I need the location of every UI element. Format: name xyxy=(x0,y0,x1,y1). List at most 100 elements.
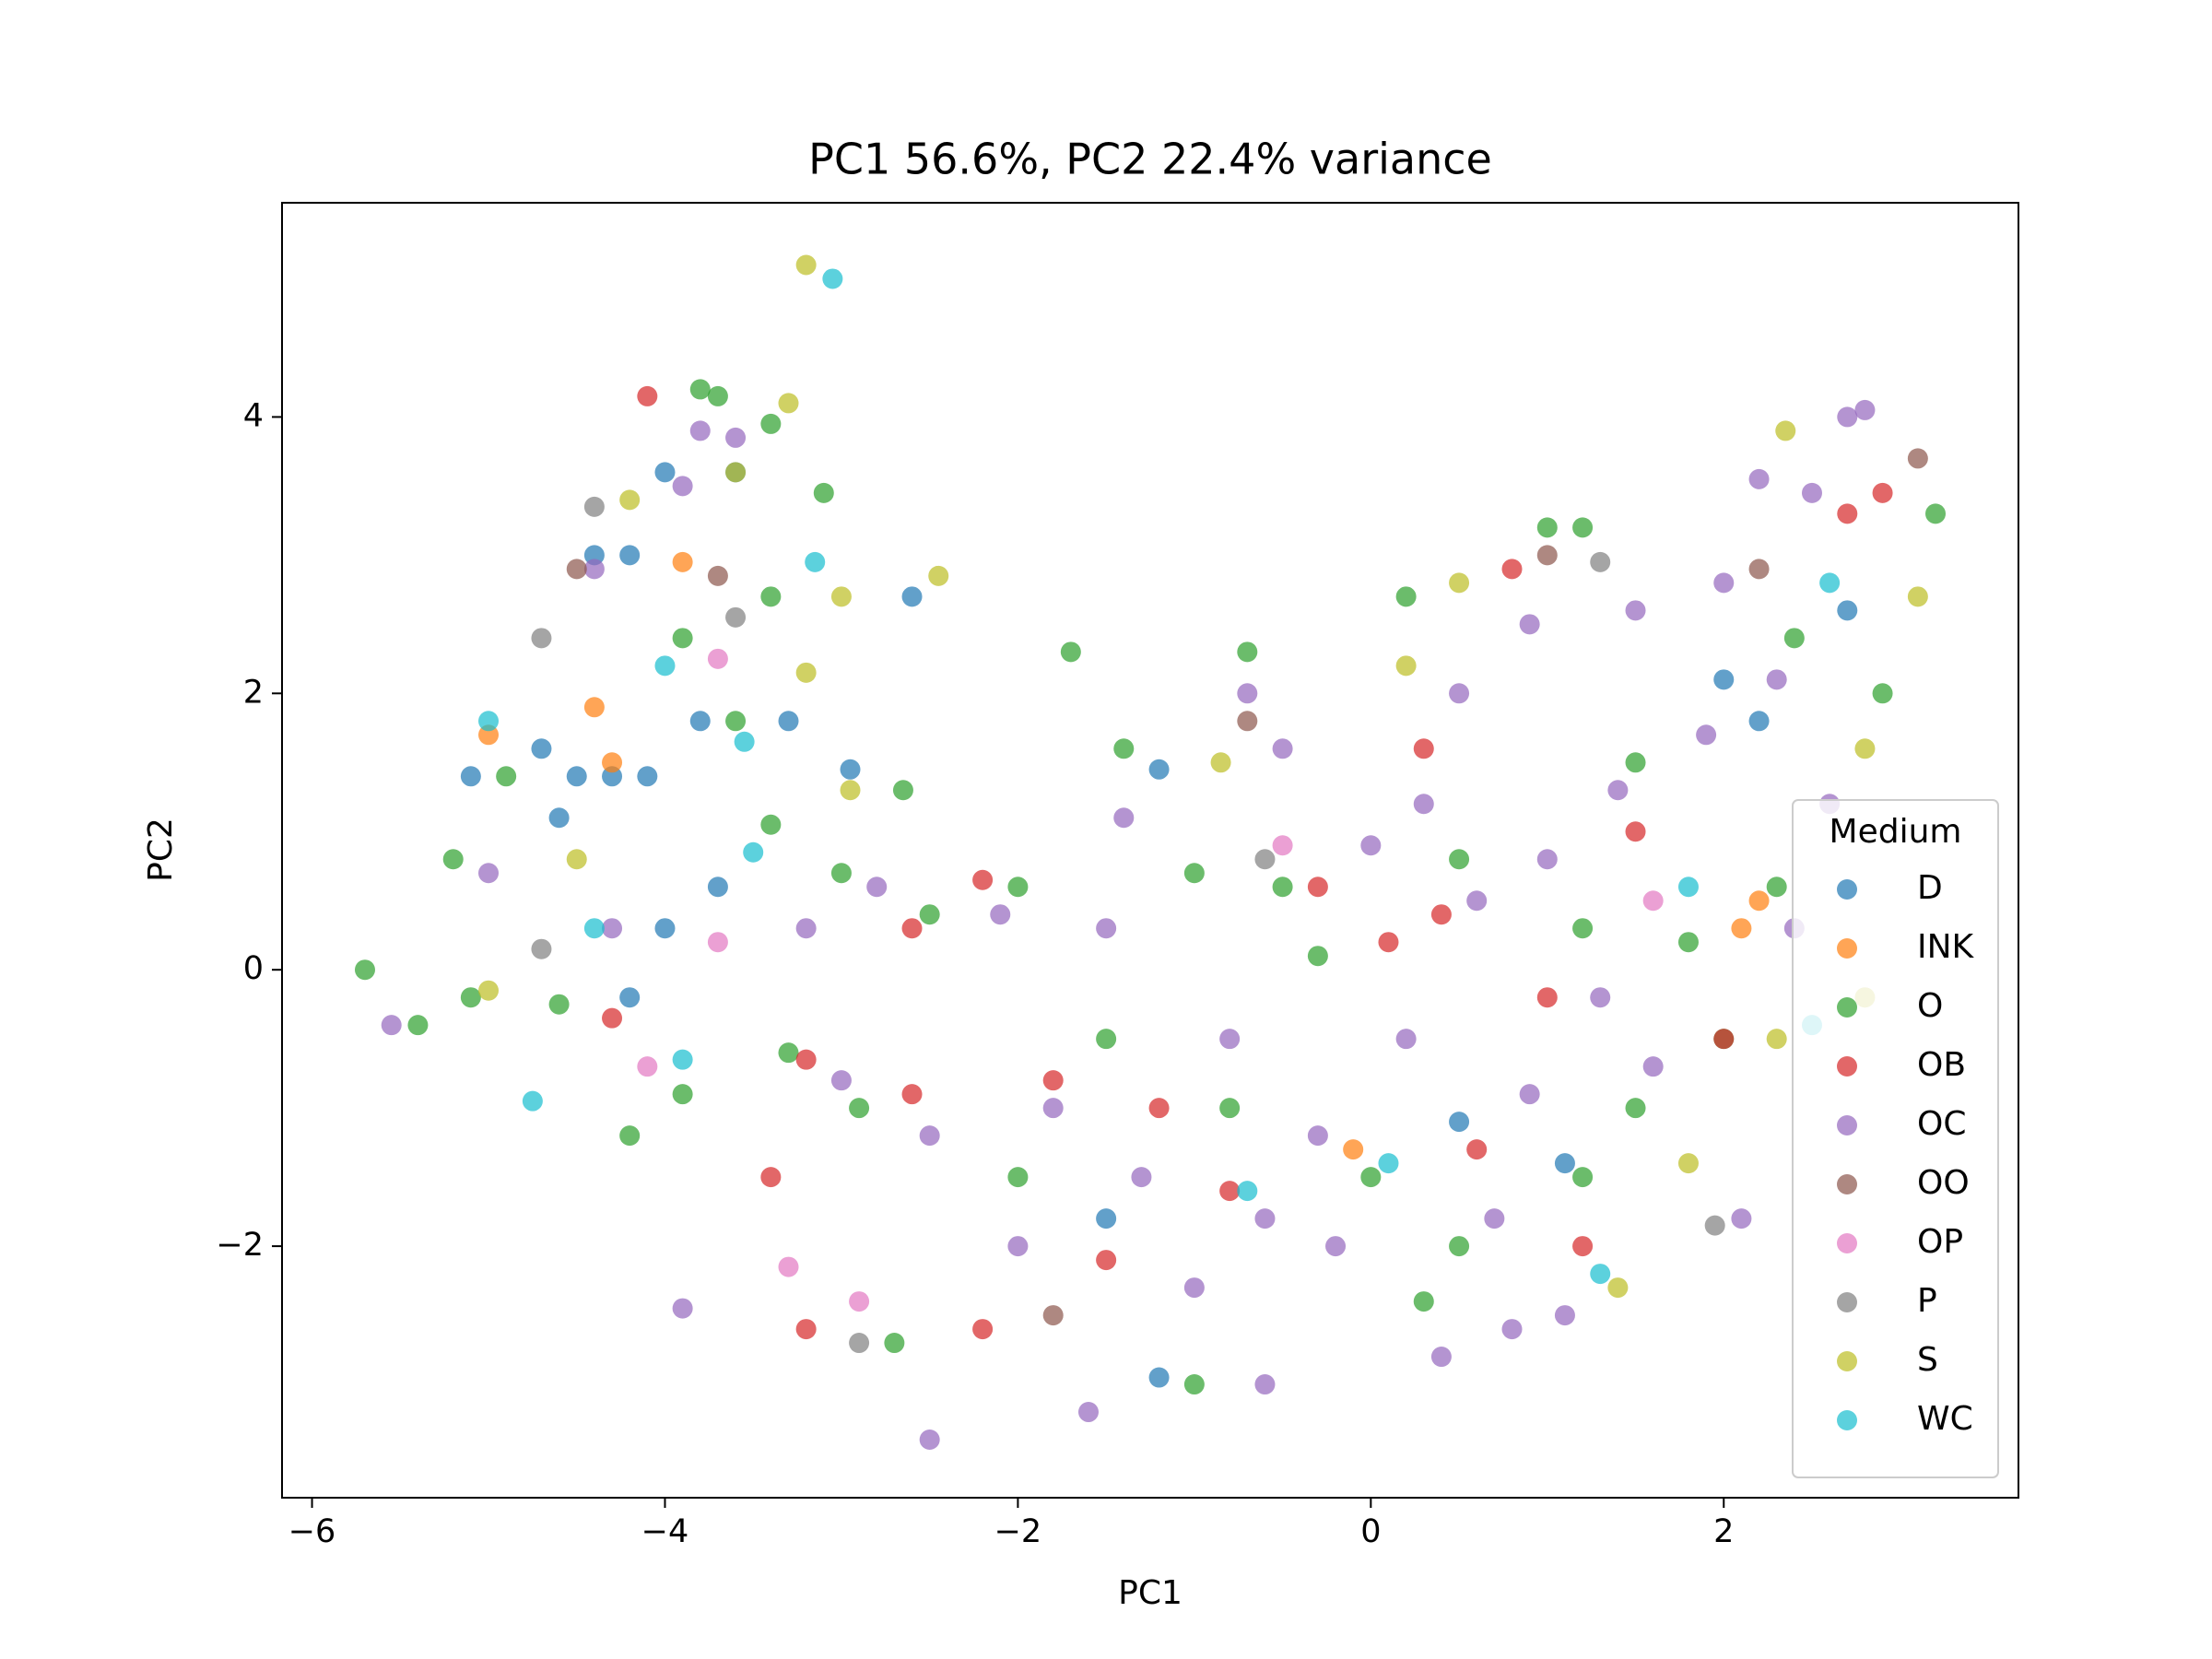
y-tick-label: −2 xyxy=(216,1227,264,1264)
legend-marker xyxy=(1837,1115,1857,1135)
point xyxy=(1096,1029,1117,1050)
point xyxy=(1713,669,1735,690)
point xyxy=(1819,572,1841,594)
point xyxy=(354,959,375,981)
point xyxy=(407,1015,429,1036)
point xyxy=(672,476,693,497)
point xyxy=(1801,482,1822,503)
point xyxy=(1007,1236,1029,1257)
point xyxy=(654,655,676,677)
point xyxy=(583,697,605,718)
point xyxy=(1607,780,1629,801)
point xyxy=(919,1125,940,1147)
point xyxy=(1872,683,1893,704)
point xyxy=(840,759,861,780)
point xyxy=(619,545,641,566)
point xyxy=(1343,1139,1364,1160)
point xyxy=(725,462,747,483)
x-tick-label: −6 xyxy=(288,1513,336,1550)
point xyxy=(1449,1112,1470,1133)
point xyxy=(1713,1029,1735,1050)
point xyxy=(1466,1139,1488,1160)
point xyxy=(919,904,940,925)
point xyxy=(1449,1236,1470,1257)
legend-marker xyxy=(1837,1292,1857,1312)
point xyxy=(901,1084,923,1105)
point xyxy=(1254,1374,1276,1395)
legend-label: P xyxy=(1917,1282,1937,1320)
point xyxy=(760,586,782,607)
x-tick-label: −2 xyxy=(994,1513,1042,1550)
legend-label: OO xyxy=(1917,1164,1970,1202)
point xyxy=(583,918,605,939)
point xyxy=(1536,849,1558,870)
point xyxy=(1148,1098,1170,1119)
point xyxy=(1572,1236,1594,1257)
point xyxy=(1148,759,1170,780)
point xyxy=(743,841,764,863)
point xyxy=(1148,1367,1170,1388)
point xyxy=(1060,641,1081,663)
point xyxy=(1378,932,1399,953)
point xyxy=(460,766,481,787)
point xyxy=(1590,1264,1611,1285)
point xyxy=(1748,890,1770,912)
point xyxy=(928,565,949,586)
point xyxy=(1907,448,1928,469)
point xyxy=(1925,503,1947,524)
point xyxy=(1590,551,1611,572)
point xyxy=(1775,420,1796,441)
point xyxy=(795,254,817,276)
point xyxy=(442,849,464,870)
point xyxy=(822,268,843,289)
point xyxy=(1536,545,1558,566)
point xyxy=(990,904,1011,925)
point xyxy=(1254,849,1276,870)
point xyxy=(1731,1208,1752,1230)
legend-label: S xyxy=(1917,1341,1938,1379)
point xyxy=(849,1098,870,1119)
point xyxy=(734,731,755,752)
point xyxy=(1237,641,1258,663)
point xyxy=(531,938,552,959)
point xyxy=(637,1056,658,1077)
point xyxy=(707,385,728,406)
point xyxy=(689,379,711,400)
point xyxy=(1219,1029,1241,1050)
point xyxy=(1731,918,1752,939)
point xyxy=(548,994,570,1015)
point xyxy=(795,662,817,683)
point xyxy=(725,606,747,628)
point xyxy=(583,559,605,580)
point xyxy=(672,1049,693,1070)
point xyxy=(654,462,676,483)
point xyxy=(1307,946,1328,967)
point xyxy=(1113,807,1135,829)
point xyxy=(1413,794,1434,815)
point xyxy=(602,752,623,773)
point xyxy=(689,711,711,732)
point xyxy=(813,482,834,503)
point xyxy=(1519,1084,1540,1105)
point xyxy=(619,1125,641,1147)
point xyxy=(972,1319,994,1340)
point xyxy=(478,863,500,884)
point xyxy=(849,1291,870,1312)
point xyxy=(478,711,500,732)
point xyxy=(637,385,658,406)
y-axis-label: PC2 xyxy=(142,818,180,882)
point xyxy=(892,780,913,801)
point xyxy=(1572,517,1594,538)
point xyxy=(1096,918,1117,939)
point xyxy=(672,1084,693,1105)
point xyxy=(1131,1167,1152,1188)
point xyxy=(689,420,711,441)
points xyxy=(354,254,1947,1451)
point xyxy=(830,863,852,884)
chart-title: PC1 56.6%, PC2 22.4% variance xyxy=(808,135,1492,184)
point xyxy=(1183,1374,1205,1395)
point xyxy=(1183,1277,1205,1299)
point xyxy=(1113,738,1135,759)
legend-marker xyxy=(1837,1410,1857,1430)
